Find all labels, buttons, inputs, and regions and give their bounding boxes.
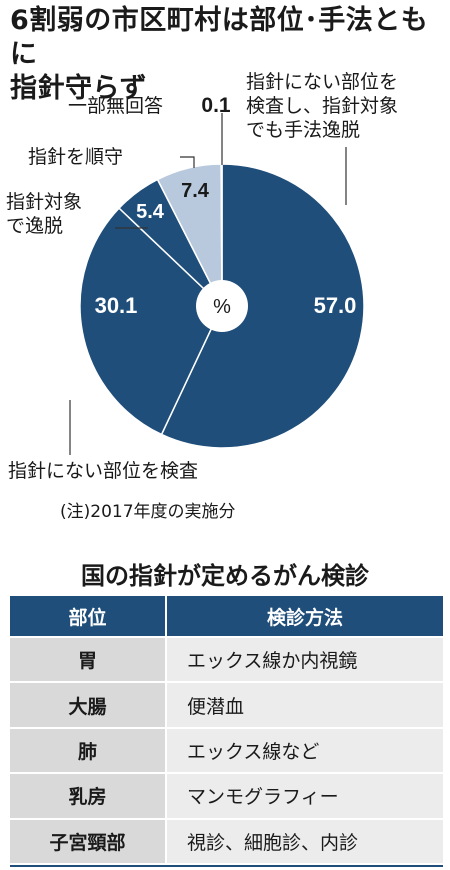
pie-center-hole xyxy=(196,280,248,332)
cell-part: 乳房 xyxy=(10,772,167,819)
leader-line-comply xyxy=(180,156,195,168)
header-method: 検診方法 xyxy=(166,596,443,637)
value-label-57: 57.0 xyxy=(314,293,357,318)
value-label-5: 5.4 xyxy=(136,201,165,223)
chart-note: (注)2017年度の実施分 xyxy=(60,502,236,522)
cell-method: エックス線か内視鏡 xyxy=(166,635,443,683)
pie-center-label: % xyxy=(213,296,231,318)
label-comply: 指針を順守 xyxy=(28,146,124,168)
cell-method: マンモグラフィー xyxy=(166,772,443,819)
cell-part: 子宮頸部 xyxy=(10,817,167,863)
value-label-30: 30.1 xyxy=(95,293,138,318)
value-label-7: 7.4 xyxy=(181,180,210,202)
cell-method: 視診、細胞診、内診 xyxy=(166,817,443,863)
slice-deviate-both xyxy=(160,163,365,449)
label-bottom: 指針にない部位を検査 xyxy=(8,460,199,482)
label-top-right: 指針にない部位を 検査し、指針対象 でも手法逸脱 xyxy=(246,71,399,141)
value-label-0: 0.1 xyxy=(201,94,231,117)
title-line-2: 指針守らず xyxy=(10,73,147,104)
label-no-answer: 一部無回答 xyxy=(68,95,164,117)
label-deviate: 指針対象 で逸脱 xyxy=(6,191,83,237)
cell-method: エックス線など xyxy=(166,726,443,774)
table-row: 胃 エックス線か内視鏡 xyxy=(10,635,443,683)
table-row: 肺 エックス線など xyxy=(10,726,443,774)
header-part: 部位 xyxy=(10,596,167,637)
cell-method: 便潜血 xyxy=(166,681,443,728)
table-row: 子宮頸部 視診、細胞診、内診 xyxy=(10,817,443,863)
table-header-row: 部位 検診方法 xyxy=(10,596,443,637)
cell-part: 大腸 xyxy=(10,681,167,728)
cell-part: 肺 xyxy=(10,726,167,774)
pie-chart: % 57.0 30.1 5.4 7.4 0.1 xyxy=(69,94,365,455)
table-bottom-rule xyxy=(10,865,443,867)
title-line-1: 6割弱の市区町村は部位･手法ともに xyxy=(10,5,429,70)
screening-table: 部位 検診方法 胃 エックス線か内視鏡 大腸 便潜血 肺 エックス線など 乳房 … xyxy=(10,596,443,863)
slice-part-outside xyxy=(79,207,223,436)
table-title: 国の指針が定めるがん検診 xyxy=(81,562,369,590)
table-row: 乳房 マンモグラフィー xyxy=(10,772,443,819)
chart-title: 6割弱の市区町村は部位･手法ともに 指針守らず xyxy=(10,4,450,106)
table-row: 大腸 便潜血 xyxy=(10,681,443,728)
cell-part: 胃 xyxy=(10,635,167,683)
